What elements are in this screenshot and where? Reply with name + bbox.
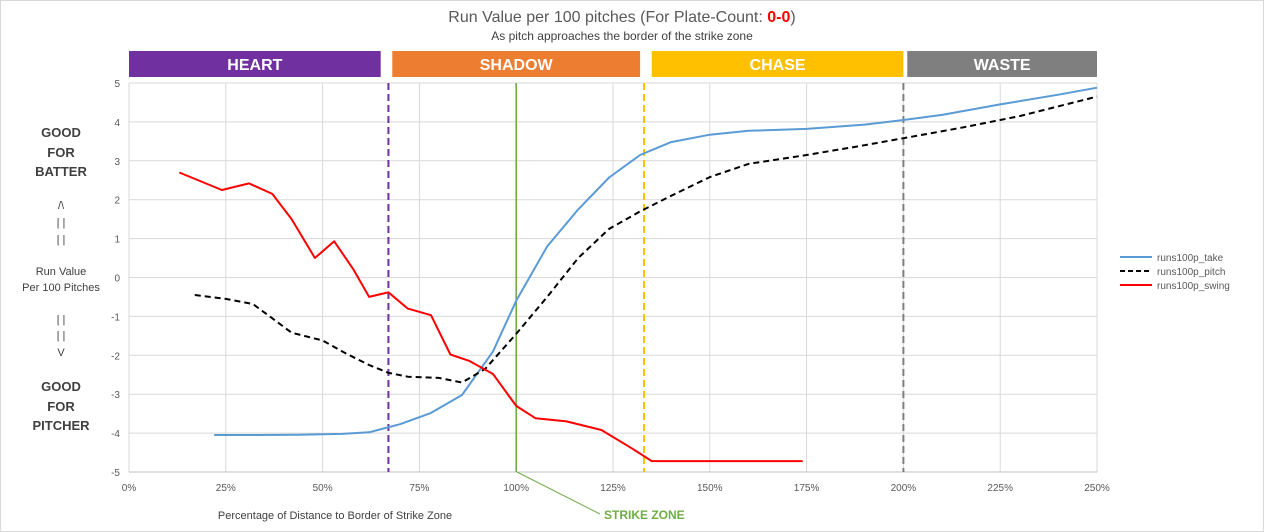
chart-subtitle: As pitch approaches the border of the st…: [491, 29, 753, 43]
zone-band-label: HEART: [227, 57, 282, 74]
svg-text:Run Value: Run Value: [36, 266, 87, 278]
x-tick-label: 25%: [216, 483, 236, 494]
zone-band-label: CHASE: [750, 57, 806, 74]
good-for-pitcher-label: GOOD FOR PITCHER: [32, 379, 90, 433]
svg-text:Per 100 Pitches: Per 100 Pitches: [22, 282, 100, 294]
y-tick-label: -3: [111, 390, 120, 401]
legend-label: runs100p_swing: [1157, 281, 1230, 292]
y-tick-label: 4: [114, 118, 120, 129]
chart-legend: runs100p_take runs100p_pitch runs100p_swin…: [1120, 253, 1230, 292]
x-tick-label: 125%: [600, 483, 626, 494]
x-axis-title: Percentage of Distance to Border of Stri…: [218, 510, 452, 522]
data-series: [178, 86, 1098, 463]
svg-text:GOOD: GOOD: [41, 379, 81, 394]
x-tick-label: 50%: [313, 483, 333, 494]
svg-text:PITCHER: PITCHER: [32, 418, 90, 433]
y-tick-label: -5: [111, 468, 120, 479]
y-tick-label: 2: [114, 196, 120, 207]
gridlines: [128, 82, 1098, 473]
zone-band-heart: HEART: [129, 51, 381, 77]
y-axis-title: Run Value Per 100 Pitches: [22, 266, 100, 294]
up-arrow-label: /\ | | | |: [57, 200, 66, 246]
x-tick-label: 75%: [409, 483, 429, 494]
legend-item: runs100p_swing: [1120, 281, 1230, 292]
svg-text:FOR: FOR: [47, 145, 75, 160]
x-tick-label: 175%: [794, 483, 820, 494]
x-tick-label: 100%: [503, 483, 529, 494]
x-tick-label: 200%: [891, 483, 917, 494]
x-tick-label: 250%: [1084, 483, 1110, 494]
zone-band-waste: WASTE: [907, 51, 1097, 77]
good-for-batter-label: GOOD FOR BATTER: [35, 125, 87, 179]
svg-text:| |: | |: [57, 217, 66, 229]
strike-zone-leader-line: [516, 471, 601, 515]
zone-boundary-lines: [387, 83, 905, 472]
svg-text:BATTER: BATTER: [35, 164, 87, 179]
y-axis-ticks: 5 4 3 2 1 0 -1 -2 -3 -4 -5: [111, 79, 120, 479]
svg-text:GOOD: GOOD: [41, 125, 81, 140]
chart-title: Run Value per 100 pitches (For Plate-Cou…: [448, 9, 795, 26]
svg-text:| |: | |: [57, 234, 66, 246]
plate-count: 0-0: [767, 9, 790, 26]
x-axis-ticks: 0% 25% 50% 75% 100% 125% 150% 175% 200% 225% 250%: [122, 483, 1110, 494]
x-tick-label: 0%: [122, 483, 137, 494]
y-tick-label: 0: [114, 274, 120, 285]
y-tick-label: 1: [114, 235, 120, 246]
zone-band-shadow: SHADOW: [392, 51, 641, 77]
svg-text:V: V: [57, 347, 65, 359]
zone-band-label: SHADOW: [480, 57, 554, 74]
x-tick-label: 225%: [987, 483, 1013, 494]
zone-band-label: WASTE: [974, 57, 1031, 74]
y-tick-label: -1: [111, 312, 120, 323]
down-arrow-label: | | | | V: [57, 314, 66, 359]
svg-text:FOR: FOR: [47, 399, 75, 414]
svg-text:| |: | |: [57, 314, 66, 326]
series-line-runs100p_swing: [178, 171, 803, 463]
y-tick-label: 5: [114, 79, 120, 90]
legend-item: runs100p_take: [1120, 253, 1224, 264]
legend-label: runs100p_pitch: [1157, 267, 1225, 278]
legend-item: runs100p_pitch: [1120, 267, 1225, 278]
y-tick-label: -4: [111, 429, 120, 440]
strike-zone-label: STRIKE ZONE: [604, 508, 685, 522]
svg-text:| |: | |: [57, 330, 66, 342]
zone-bands: HEART SHADOW CHASE WASTE: [129, 51, 1097, 77]
series-line-runs100p_pitch: [194, 95, 1098, 384]
legend-label: runs100p_take: [1157, 253, 1224, 264]
zone-band-chase: CHASE: [651, 51, 904, 77]
series-line-runs100p_take: [214, 86, 1098, 436]
y-tick-label: 3: [114, 157, 120, 168]
x-tick-label: 150%: [697, 483, 723, 494]
svg-text:/\: /\: [58, 200, 65, 212]
y-tick-label: -2: [111, 351, 120, 362]
